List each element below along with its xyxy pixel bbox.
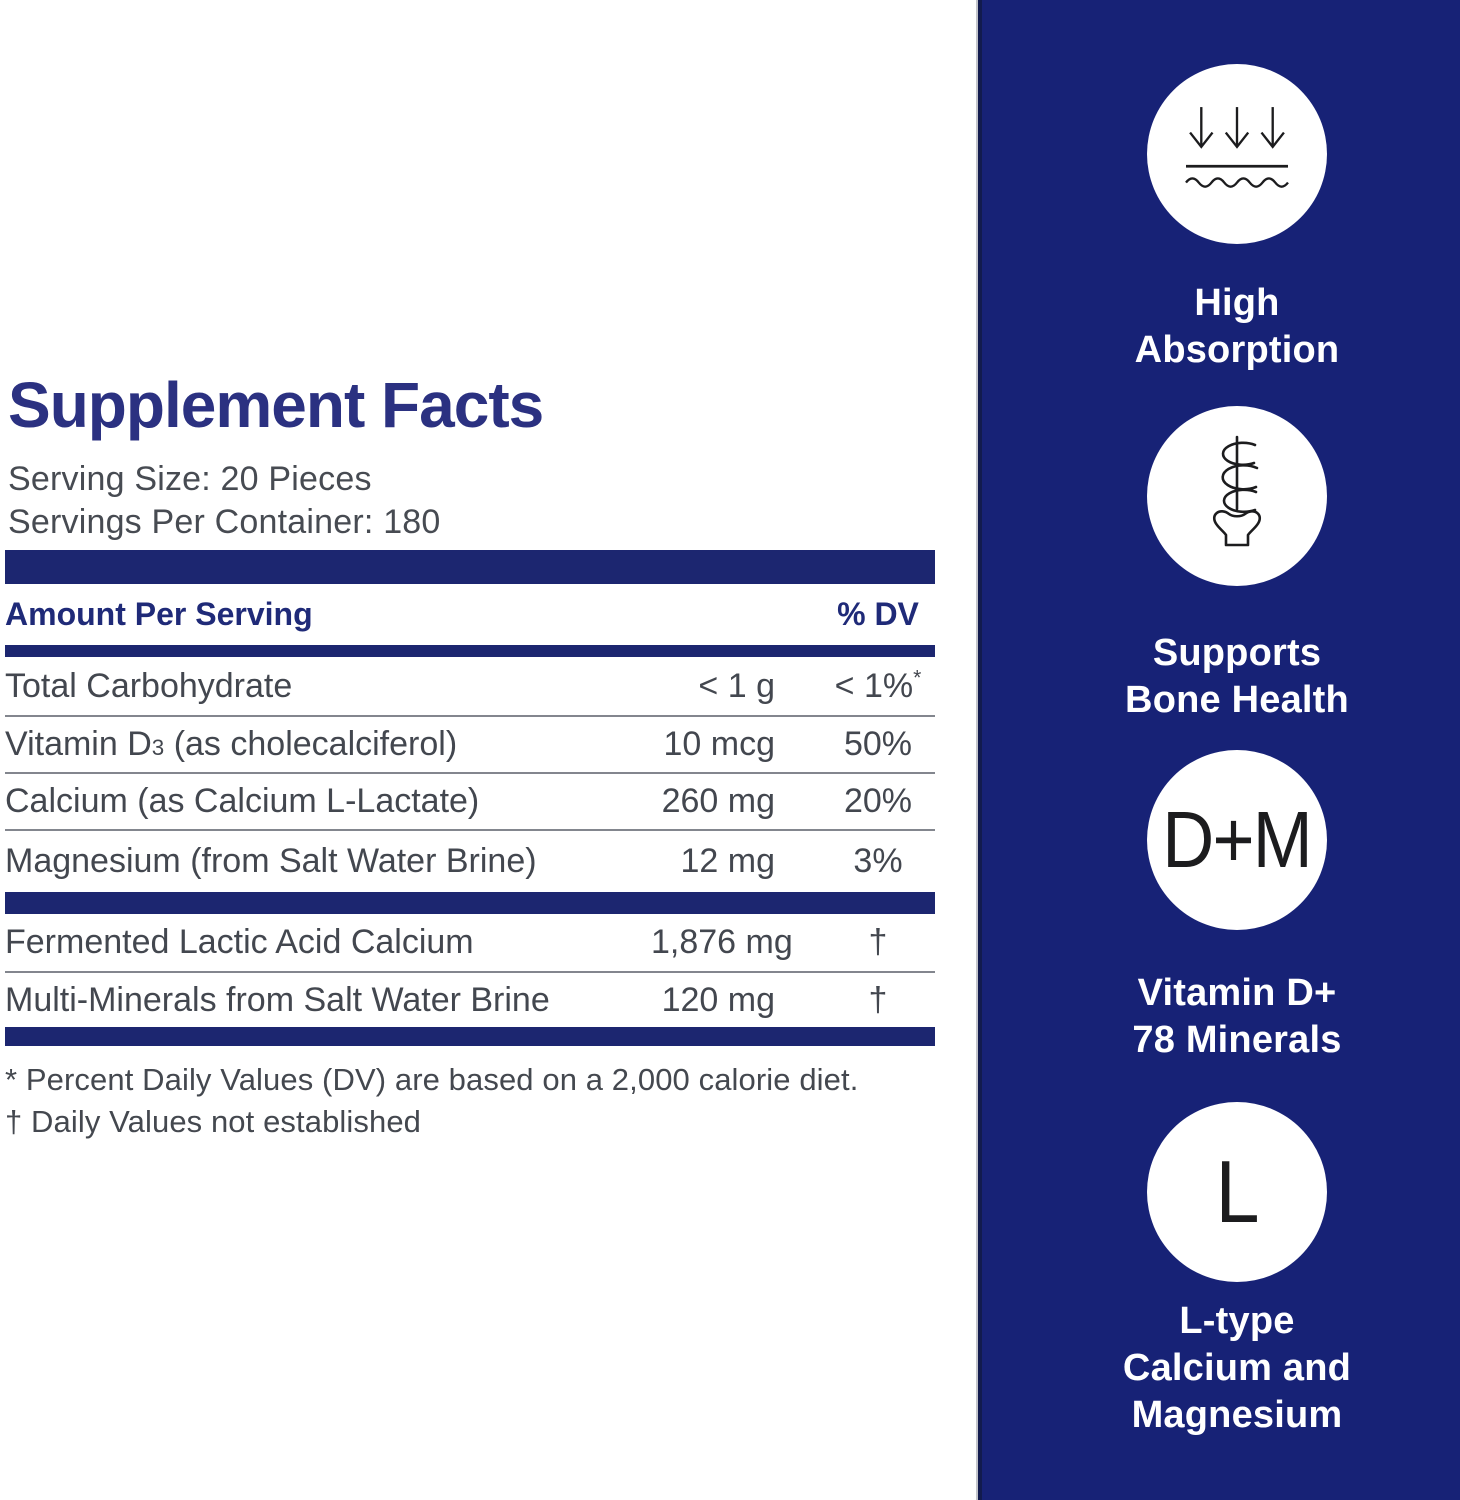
nutrient-name: Fermented Lactic Acid Calcium bbox=[5, 923, 474, 961]
nutrient-name: Total Carbohydrate bbox=[5, 666, 293, 705]
nutrient-amount: 120 mg bbox=[661, 980, 775, 1019]
table-row-magnesium: Magnesium (from Salt Water Brine) 12 mg … bbox=[5, 831, 935, 892]
feature-label: Vitamin D+ 78 Minerals bbox=[1132, 972, 1342, 1061]
divider-bar-top bbox=[5, 550, 935, 584]
nutrient-dv: 20% bbox=[843, 782, 913, 820]
feature-l-type-calcium-magnesium: L L-type Calcium and Magnesium bbox=[982, 1102, 1460, 1439]
nutrient-dv: † bbox=[868, 980, 888, 1019]
nutrient-name: Calcium (as Calcium L-Lactate) bbox=[5, 782, 480, 820]
page-title: Supplement Facts bbox=[8, 369, 544, 441]
feature-label: High Absorption bbox=[1134, 282, 1340, 371]
nutrient-amount: < 1 g bbox=[698, 666, 775, 705]
divider-bar-header bbox=[5, 645, 935, 657]
servings-per-container-text: Servings Per Container: 180 bbox=[8, 503, 441, 541]
feature-label: L-type Calcium and Magnesium bbox=[1122, 1300, 1352, 1436]
feature-label: Supports Bone Health bbox=[1125, 632, 1349, 721]
column-header-amount-per-serving: Amount Per Serving bbox=[5, 596, 313, 632]
footnote-percent-dv: * Percent Daily Values (DV) are based on… bbox=[5, 1062, 859, 1097]
nutrient-name: Magnesium (from Salt Water Brine) bbox=[5, 842, 537, 880]
nutrient-amount: 1,876 mg bbox=[651, 923, 793, 961]
nutrient-amount: 260 mg bbox=[661, 782, 775, 820]
dm-monogram-icon: D+M bbox=[1147, 750, 1327, 930]
spine-icon bbox=[1147, 406, 1327, 586]
nutrient-amount: 12 mg bbox=[680, 842, 776, 880]
divider-bar-middle bbox=[5, 892, 935, 914]
absorption-arrows-icon bbox=[1147, 64, 1327, 244]
nutrient-name: Vitamin D3 (as cholecalciferol) bbox=[5, 725, 458, 763]
table-row-fermented-lactic-acid-calcium: Fermented Lactic Acid Calcium 1,876 mg † bbox=[5, 914, 935, 973]
nutrient-dv: 50% bbox=[843, 725, 913, 763]
serving-size-text: Serving Size: 20 Pieces bbox=[8, 460, 372, 498]
table-row-vitamin-d3: Vitamin D3 (as cholecalciferol) 10 mcg 5… bbox=[5, 717, 935, 774]
nutrient-dv: < 1%* bbox=[834, 666, 922, 705]
table-row-multi-minerals: Multi-Minerals from Salt Water Brine 120… bbox=[5, 973, 935, 1027]
footnote-daily-values: † Daily Values not established bbox=[5, 1104, 422, 1139]
table-row-total-carbohydrate: Total Carbohydrate < 1 g < 1%* bbox=[5, 657, 935, 717]
column-header-percent-dv: % DV bbox=[837, 596, 919, 632]
facts-table: Amount Per Serving % DV Total Carbohydra… bbox=[5, 550, 935, 1046]
feature-vitamin-d-minerals: D+M Vitamin D+ 78 Minerals bbox=[982, 750, 1460, 1064]
nutrient-amount: 10 mcg bbox=[663, 725, 776, 763]
feature-high-absorption: High Absorption bbox=[982, 64, 1460, 374]
feature-supports-bone-health: Supports Bone Health bbox=[982, 406, 1460, 724]
divider-bar-bottom bbox=[5, 1027, 935, 1046]
benefits-panel: High Absorption Supports Bone Health bbox=[978, 0, 1460, 1500]
nutrient-name: Multi-Minerals from Salt Water Brine bbox=[5, 980, 550, 1019]
table-row-calcium: Calcium (as Calcium L-Lactate) 260 mg 20… bbox=[5, 774, 935, 831]
table-header-row: Amount Per Serving % DV bbox=[5, 584, 935, 645]
nutrient-dv: † bbox=[868, 923, 888, 961]
l-monogram-icon: L bbox=[1147, 1102, 1327, 1282]
nutrient-dv: 3% bbox=[853, 842, 903, 880]
